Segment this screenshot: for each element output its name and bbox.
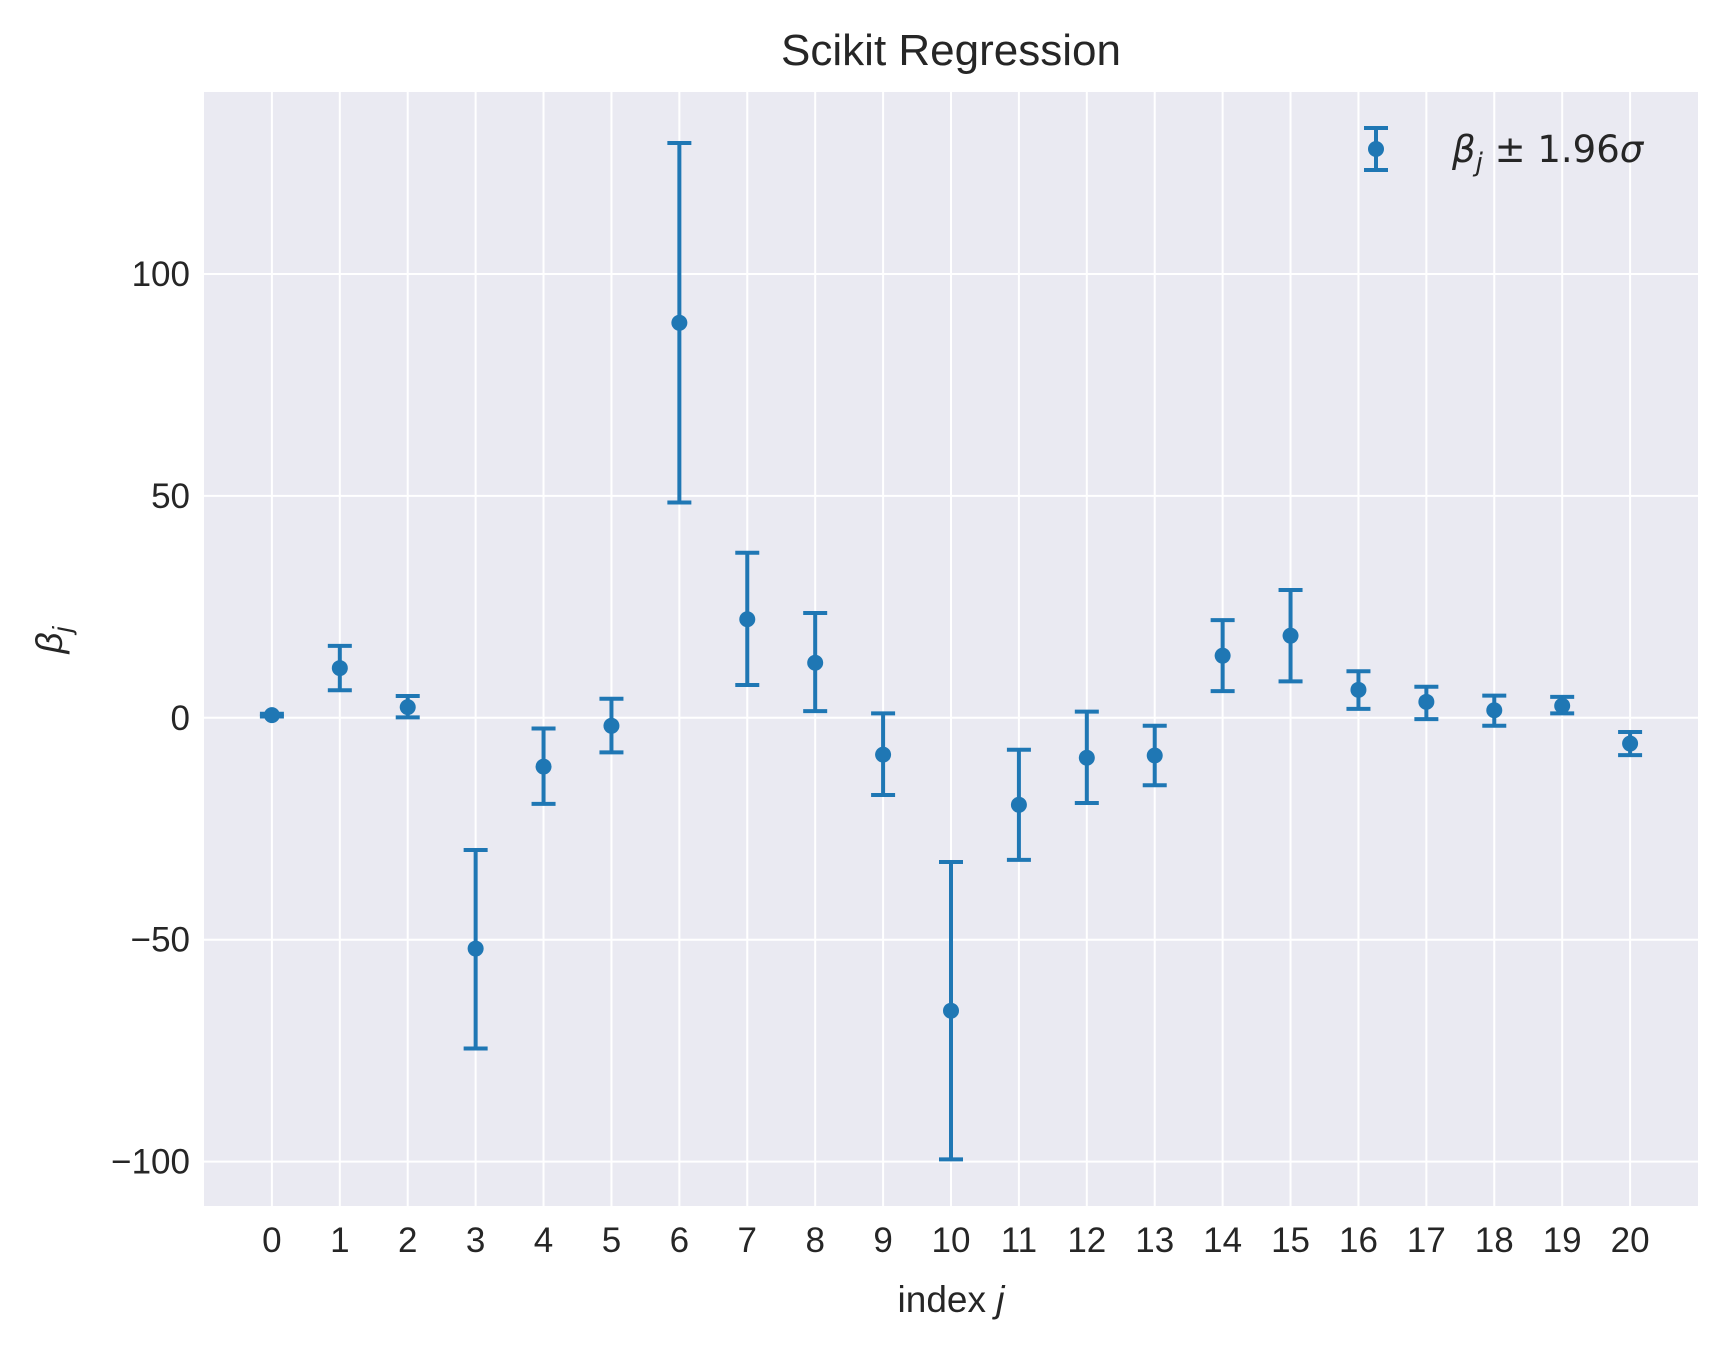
legend-label-subscript: j (1473, 148, 1484, 178)
point-marker (739, 611, 756, 628)
point-marker (943, 1002, 959, 1019)
data-point-19[interactable] (1550, 694, 1575, 716)
data-point-3[interactable] (463, 848, 488, 1051)
point-marker (1146, 747, 1163, 764)
x-tick-label: 4 (534, 1221, 553, 1260)
data-point-1[interactable] (327, 643, 352, 693)
data-point-0[interactable] (259, 707, 284, 724)
data-point-18[interactable] (1482, 693, 1507, 728)
point-marker (263, 707, 280, 724)
y-axis-label-subscript: j (47, 625, 77, 635)
data-point-5[interactable] (599, 696, 624, 755)
data-point-14[interactable] (1210, 618, 1235, 694)
y-axis-label: βj (29, 625, 77, 654)
x-tick-label: 3 (466, 1221, 485, 1260)
data-layer (259, 141, 1643, 1162)
point-marker (399, 699, 416, 716)
y-tick-label: −50 (131, 921, 190, 960)
x-tick-label: 15 (1271, 1221, 1310, 1260)
x-tick-label: 13 (1135, 1221, 1174, 1260)
data-point-10[interactable] (939, 860, 963, 1162)
y-tick-label: −100 (111, 1143, 190, 1182)
y-tick-labels: −100 −50 0 50 100 (111, 255, 190, 1182)
point-marker (671, 314, 688, 331)
x-tick-label: 19 (1543, 1221, 1582, 1260)
point-marker (1078, 749, 1095, 766)
point-marker (1214, 647, 1231, 664)
x-axis-label-text: index (898, 1279, 997, 1320)
x-tick-label: 20 (1611, 1221, 1650, 1260)
data-point-4[interactable] (531, 726, 556, 806)
data-point-16[interactable] (1346, 669, 1371, 711)
point-marker (875, 746, 892, 763)
x-tick-label: 1 (330, 1221, 349, 1260)
point-marker (1010, 796, 1027, 813)
x-tick-label: 6 (670, 1221, 689, 1260)
point-marker (331, 660, 348, 677)
x-tick-label: 16 (1339, 1221, 1378, 1260)
point-marker (807, 654, 824, 671)
legend-label: βj ± 1.96σ (1451, 128, 1645, 178)
point-marker (1622, 735, 1639, 752)
y-tick-label: 100 (132, 255, 190, 294)
x-tick-label: 14 (1203, 1221, 1242, 1260)
point-marker (1554, 697, 1571, 714)
data-point-7[interactable] (735, 550, 760, 687)
data-point-17[interactable] (1414, 684, 1439, 722)
data-point-6[interactable] (667, 141, 692, 505)
y-tick-label: 0 (171, 699, 190, 738)
point-marker (467, 940, 484, 957)
data-point-9[interactable] (871, 711, 896, 798)
x-tick-label: 5 (602, 1221, 621, 1260)
x-tick-label: 11 (1001, 1221, 1037, 1260)
data-point-15[interactable] (1278, 587, 1303, 684)
legend-label-sigma: σ (1620, 128, 1645, 171)
chart-title: Scikit Regression (781, 26, 1121, 75)
point-marker (1350, 681, 1367, 698)
y-axis-label-symbol: β (29, 632, 70, 654)
point-marker (1282, 627, 1299, 644)
x-tick-label: 18 (1475, 1221, 1514, 1260)
data-point-20[interactable] (1618, 729, 1643, 758)
data-point-13[interactable] (1142, 723, 1167, 788)
legend-label-symbol: β (1451, 128, 1476, 171)
point-marker (1486, 702, 1503, 719)
x-tick-label: 9 (873, 1221, 892, 1260)
point-marker (535, 758, 552, 775)
legend[interactable]: βj ± 1.96σ (1364, 126, 1645, 178)
x-tick-label: 0 (262, 1221, 281, 1260)
x-tick-label: 10 (932, 1221, 971, 1260)
data-point-12[interactable] (1074, 709, 1099, 806)
point-marker (1418, 693, 1435, 710)
point-marker (603, 717, 620, 734)
data-point-8[interactable] (803, 611, 828, 714)
x-tick-label: 7 (738, 1221, 757, 1260)
legend-label-rest: ± 1.96 (1483, 128, 1620, 171)
legend-marker (1368, 141, 1384, 157)
x-tick-label: 2 (398, 1221, 417, 1260)
x-tick-labels: 0 1 2 3 4 5 6 7 8 9 10 11 12 13 14 15 16 17 18 19 20 (262, 1221, 1649, 1260)
x-tick-label: 8 (805, 1221, 824, 1260)
y-tick-label: 50 (151, 477, 190, 516)
x-tick-label: 17 (1407, 1221, 1446, 1260)
x-tick-label: 12 (1067, 1221, 1106, 1260)
data-point-11[interactable] (1006, 747, 1031, 862)
x-axis-label: index j (898, 1279, 1007, 1320)
data-point-2[interactable] (395, 694, 420, 720)
